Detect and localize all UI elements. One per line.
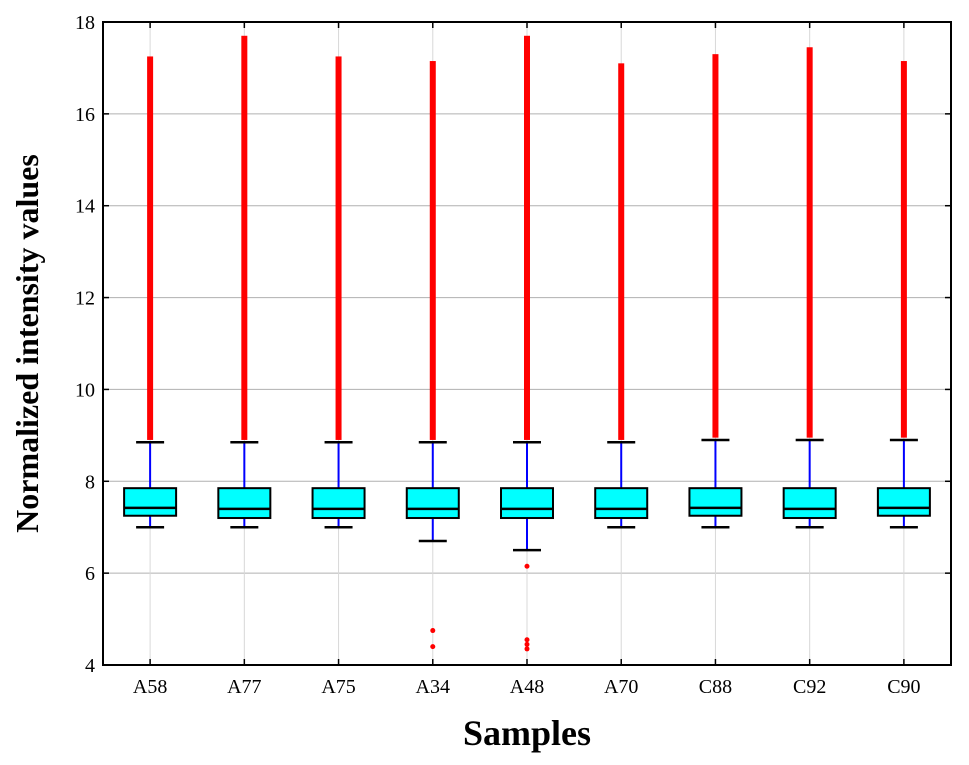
box-A77 <box>217 35 272 529</box>
y-axis-label: Normalized intensity values <box>9 154 45 533</box>
outliers-high <box>618 63 625 440</box>
y-tick-label: 6 <box>85 563 95 585</box>
outlier-low <box>524 563 530 569</box>
box-A58 <box>123 56 178 529</box>
box-iqr <box>311 487 366 520</box>
x-tick-label: A75 <box>321 676 355 698</box>
outliers-high <box>712 54 719 438</box>
box-A70 <box>594 63 649 529</box>
box-iqr <box>500 487 554 520</box>
x-tick-label: A77 <box>227 676 261 698</box>
box-iqr <box>688 487 743 517</box>
y-tick-label: 8 <box>85 471 95 493</box>
outlier-low <box>524 641 530 647</box>
box-C92 <box>782 47 837 529</box>
x-axis-ticks: A58 A77 A75 A34 A48 A70 C88 C92 C90 <box>133 22 921 698</box>
x-axis-label: Samples <box>463 713 591 753</box>
box-C88 <box>688 54 743 529</box>
outliers-high <box>900 61 907 438</box>
x-tick-label: A34 <box>416 676 450 698</box>
outlier-low <box>430 644 436 650</box>
box-iqr <box>876 487 931 517</box>
outliers-high <box>147 56 154 440</box>
box-iqr <box>123 487 178 517</box>
outliers-high <box>241 35 248 440</box>
box-A48 <box>500 35 554 652</box>
outlier-low <box>430 628 436 634</box>
y-tick-label: 10 <box>75 379 95 401</box>
box-series <box>123 35 931 652</box>
box-C90 <box>876 61 931 529</box>
x-tick-label: A70 <box>604 676 638 698</box>
box-A75 <box>311 56 366 529</box>
y-axis-ticks: 4 6 8 10 12 14 16 18 <box>75 12 951 677</box>
box-iqr <box>782 487 837 520</box>
y-tick-label: 14 <box>75 196 95 218</box>
y-tick-label: 18 <box>75 12 95 34</box>
x-tick-label: A58 <box>133 676 167 698</box>
box-iqr <box>405 487 460 520</box>
outliers-high <box>335 56 342 440</box>
outliers-high <box>806 47 813 438</box>
box-iqr <box>594 487 649 520</box>
x-tick-label: C90 <box>887 676 920 698</box>
x-tick-label: C92 <box>793 676 826 698</box>
x-tick-label: A48 <box>510 676 544 698</box>
y-tick-label: 16 <box>75 104 95 126</box>
box-iqr <box>217 487 272 520</box>
outlier-low <box>524 646 530 652</box>
y-tick-label: 12 <box>75 288 95 310</box>
box-A34 <box>405 61 460 650</box>
outliers-high <box>429 61 436 440</box>
outlier-low <box>524 637 530 643</box>
y-tick-label: 4 <box>85 655 95 677</box>
x-tick-label: C88 <box>699 676 732 698</box>
outliers-high <box>524 35 530 440</box>
